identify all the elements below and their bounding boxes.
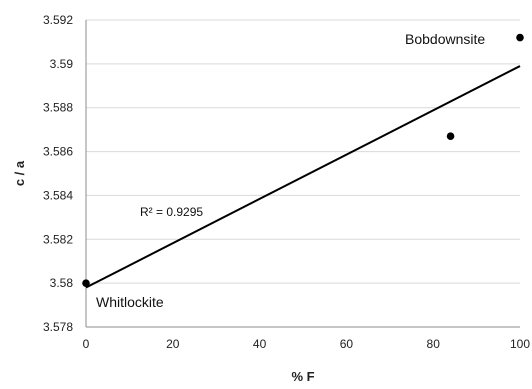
x-tick-label: 20 <box>166 337 180 351</box>
x-tick-labels: 0 20 40 60 80 100 <box>83 337 531 351</box>
x-axis-label: % F <box>291 369 314 384</box>
gridlines <box>86 19 520 284</box>
x-tick-label: 100 <box>510 337 530 351</box>
r-squared-label: R² = 0.9295 <box>140 205 203 219</box>
y-axis-label: c / a <box>12 160 27 186</box>
y-tick-labels: 3.578 3.58 3.582 3.584 3.586 3.588 3.59 3.592 <box>43 13 73 334</box>
x-tick-label: 0 <box>83 337 90 351</box>
point-label-bobdownsite: Bobdownsite <box>405 31 485 47</box>
y-tick-label: 3.592 <box>43 13 73 27</box>
y-tick-label: 3.586 <box>43 145 73 159</box>
y-tick-label: 3.58 <box>50 276 74 290</box>
point-label-whitlockite: Whitlockite <box>96 294 164 310</box>
x-tick-label: 80 <box>427 337 441 351</box>
data-point <box>446 132 455 141</box>
y-tick-label: 3.582 <box>43 232 73 246</box>
data-points <box>82 33 524 287</box>
x-tick-label: 60 <box>340 337 354 351</box>
y-tick-label: 3.584 <box>43 188 73 202</box>
x-tick-label: 40 <box>253 337 267 351</box>
y-tick-label: 3.578 <box>43 320 73 334</box>
trendline <box>85 65 521 289</box>
data-point <box>516 33 524 42</box>
y-tick-label: 3.59 <box>50 57 74 71</box>
y-tick-label: 3.588 <box>43 101 73 115</box>
data-point <box>82 279 90 287</box>
